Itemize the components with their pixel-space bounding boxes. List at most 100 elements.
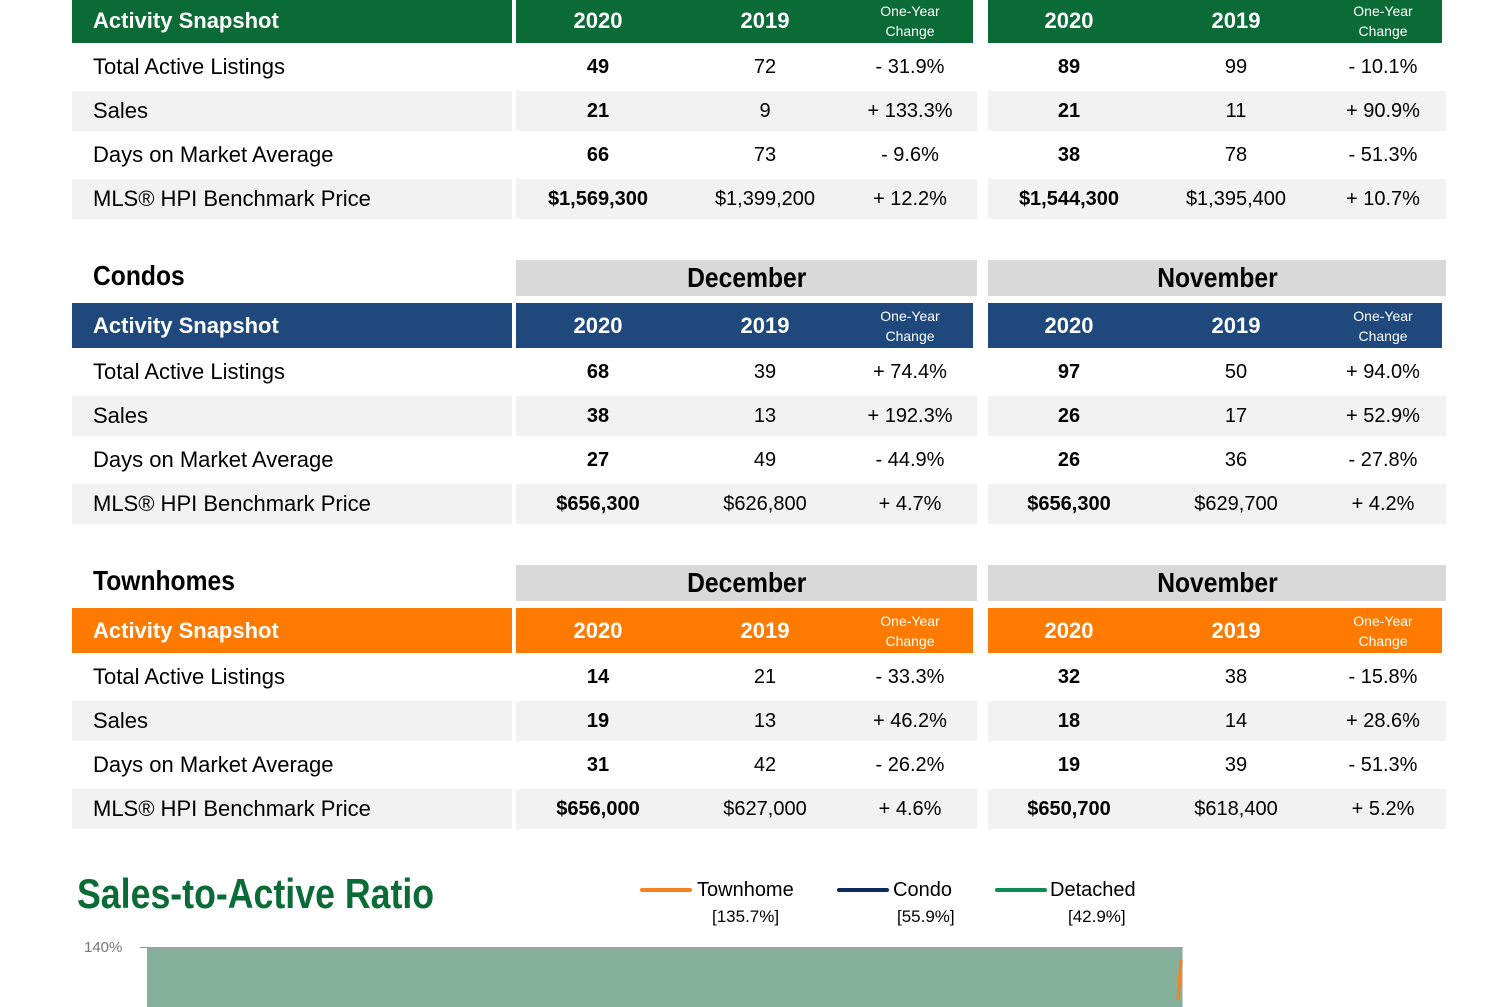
- change-header-line: Change: [1358, 632, 1408, 649]
- value-change: - 10.1%: [1348, 55, 1418, 78]
- change-header: One-Year Change: [850, 0, 970, 43]
- table-row: 26 17 + 52.9%: [988, 396, 1446, 436]
- legend-label: Condo: [893, 879, 952, 901]
- header-activity-snapshot: Activity Snapshot: [72, 0, 512, 43]
- row-label: Sales: [72, 701, 512, 741]
- value-change: - 27.8%: [1348, 448, 1418, 471]
- header-activity-snapshot: Activity Snapshot: [72, 303, 512, 348]
- value-2019: 13: [753, 404, 777, 427]
- row-label: Total Active Listings: [93, 54, 285, 79]
- value-change: - 31.9%: [875, 55, 945, 78]
- value-2020: 21: [586, 99, 610, 122]
- value-2020: 38: [586, 404, 610, 427]
- table-row: 97 50 + 94.0%: [988, 352, 1446, 392]
- change-header-line: One-Year: [880, 2, 940, 19]
- header-columns: 2020 2019 One-Year Change: [516, 303, 973, 348]
- value-2019: $618,400: [1194, 797, 1278, 820]
- change-header-line: One-Year: [1353, 612, 1413, 629]
- value-change: - 51.3%: [1348, 753, 1418, 776]
- y-tick-label: 140%: [84, 939, 123, 956]
- row-label: Sales: [72, 396, 512, 436]
- value-2019: $627,000: [723, 797, 807, 820]
- year-header: 2020: [1044, 7, 1094, 33]
- table-row: 21 9 + 133.3%: [516, 91, 977, 131]
- change-header-line: Change: [1358, 327, 1408, 344]
- table-row: 38 78 - 51.3%: [988, 135, 1446, 175]
- legend-swatch: [837, 888, 889, 892]
- value-change: - 9.6%: [881, 143, 939, 166]
- change-header: One-Year Change: [850, 608, 970, 653]
- change-header-line: Change: [885, 327, 935, 344]
- table-row: $656,300 $626,800 + 4.7%: [516, 484, 977, 524]
- value-2019: 49: [753, 448, 777, 471]
- section-title: Condos: [93, 260, 185, 291]
- table-row: 32 38 - 15.8%: [988, 657, 1446, 697]
- table-row: $1,569,300 $1,399,200 + 12.2%: [516, 179, 977, 219]
- value-2019: $1,399,200: [714, 187, 816, 210]
- table-row: 89 99 - 10.1%: [988, 47, 1446, 87]
- month-label: December: [686, 262, 807, 293]
- legend-label: Detached: [1050, 879, 1136, 901]
- value-2019: $626,800: [723, 492, 807, 515]
- value-2019: 14: [1224, 709, 1248, 732]
- table-row: 66 73 - 9.6%: [516, 135, 977, 175]
- value-2020: $656,300: [1027, 492, 1111, 515]
- year-header: 2019: [1211, 617, 1261, 643]
- legend-swatch: [640, 888, 692, 892]
- section-title: Townhomes: [93, 565, 235, 596]
- value-change: + 12.2%: [873, 187, 947, 210]
- month-label: November: [1156, 567, 1278, 598]
- value-change: + 4.6%: [878, 797, 942, 820]
- change-header-line: One-Year: [1353, 2, 1413, 19]
- year-header: 2019: [1211, 312, 1261, 338]
- value-2019: 72: [753, 55, 777, 78]
- value-2020: 38: [1057, 143, 1081, 166]
- value-2020: $656,300: [556, 492, 640, 515]
- header-activity-snapshot: Activity Snapshot: [72, 608, 512, 653]
- month-header: December: [516, 260, 977, 296]
- table-row: 19 13 + 46.2%: [516, 701, 977, 741]
- value-change: + 90.9%: [1346, 99, 1420, 122]
- value-change: - 33.3%: [875, 665, 945, 688]
- change-header-line: Change: [885, 22, 935, 39]
- table-row: 31 42 - 26.2%: [516, 745, 977, 785]
- value-2019: 78: [1224, 143, 1248, 166]
- change-header: One-Year Change: [850, 303, 970, 348]
- value-change: + 133.3%: [867, 99, 953, 122]
- row-label: Days on Market Average: [93, 447, 334, 472]
- change-header: One-Year Change: [1323, 303, 1443, 348]
- value-2019: 50: [1224, 360, 1248, 383]
- value-2020: 32: [1057, 665, 1081, 688]
- legend-label: Townhome: [697, 879, 794, 901]
- row-label: MLS® HPI Benchmark Price: [72, 179, 512, 219]
- value-2019: 99: [1224, 55, 1248, 78]
- change-header: One-Year Change: [1323, 0, 1443, 43]
- value-change: - 44.9%: [875, 448, 945, 471]
- chart-title: Sales-to-Active Ratio: [77, 870, 435, 917]
- change-header-line: One-Year: [880, 307, 940, 324]
- value-change: + 28.6%: [1346, 709, 1420, 732]
- value-2020: 14: [586, 665, 610, 688]
- value-change: + 94.0%: [1346, 360, 1420, 383]
- value-2019: 17: [1224, 404, 1248, 427]
- value-2020: 89: [1057, 55, 1081, 78]
- header-columns: 2020 2019 One-Year Change: [516, 0, 973, 43]
- table-row: $1,544,300 $1,395,400 + 10.7%: [988, 179, 1446, 219]
- year-header: 2020: [573, 617, 623, 643]
- value-2020: 19: [586, 709, 610, 732]
- chart-plot-area: [147, 947, 1183, 1007]
- header-columns: 2020 2019 One-Year Change: [988, 0, 1442, 43]
- year-header: 2019: [1211, 7, 1261, 33]
- value-change: - 51.3%: [1348, 143, 1418, 166]
- value-2020: 26: [1057, 448, 1081, 471]
- townhome-series-line: [1176, 959, 1183, 1000]
- value-2020: $650,700: [1027, 797, 1111, 820]
- row-label: MLS® HPI Benchmark Price: [72, 789, 512, 829]
- value-2020: 26: [1057, 404, 1081, 427]
- value-2019: $629,700: [1194, 492, 1278, 515]
- value-2020: 27: [586, 448, 610, 471]
- change-header-line: One-Year: [880, 612, 940, 629]
- value-2020: 49: [586, 55, 610, 78]
- table-row: 18 14 + 28.6%: [988, 701, 1446, 741]
- year-header: 2020: [573, 7, 623, 33]
